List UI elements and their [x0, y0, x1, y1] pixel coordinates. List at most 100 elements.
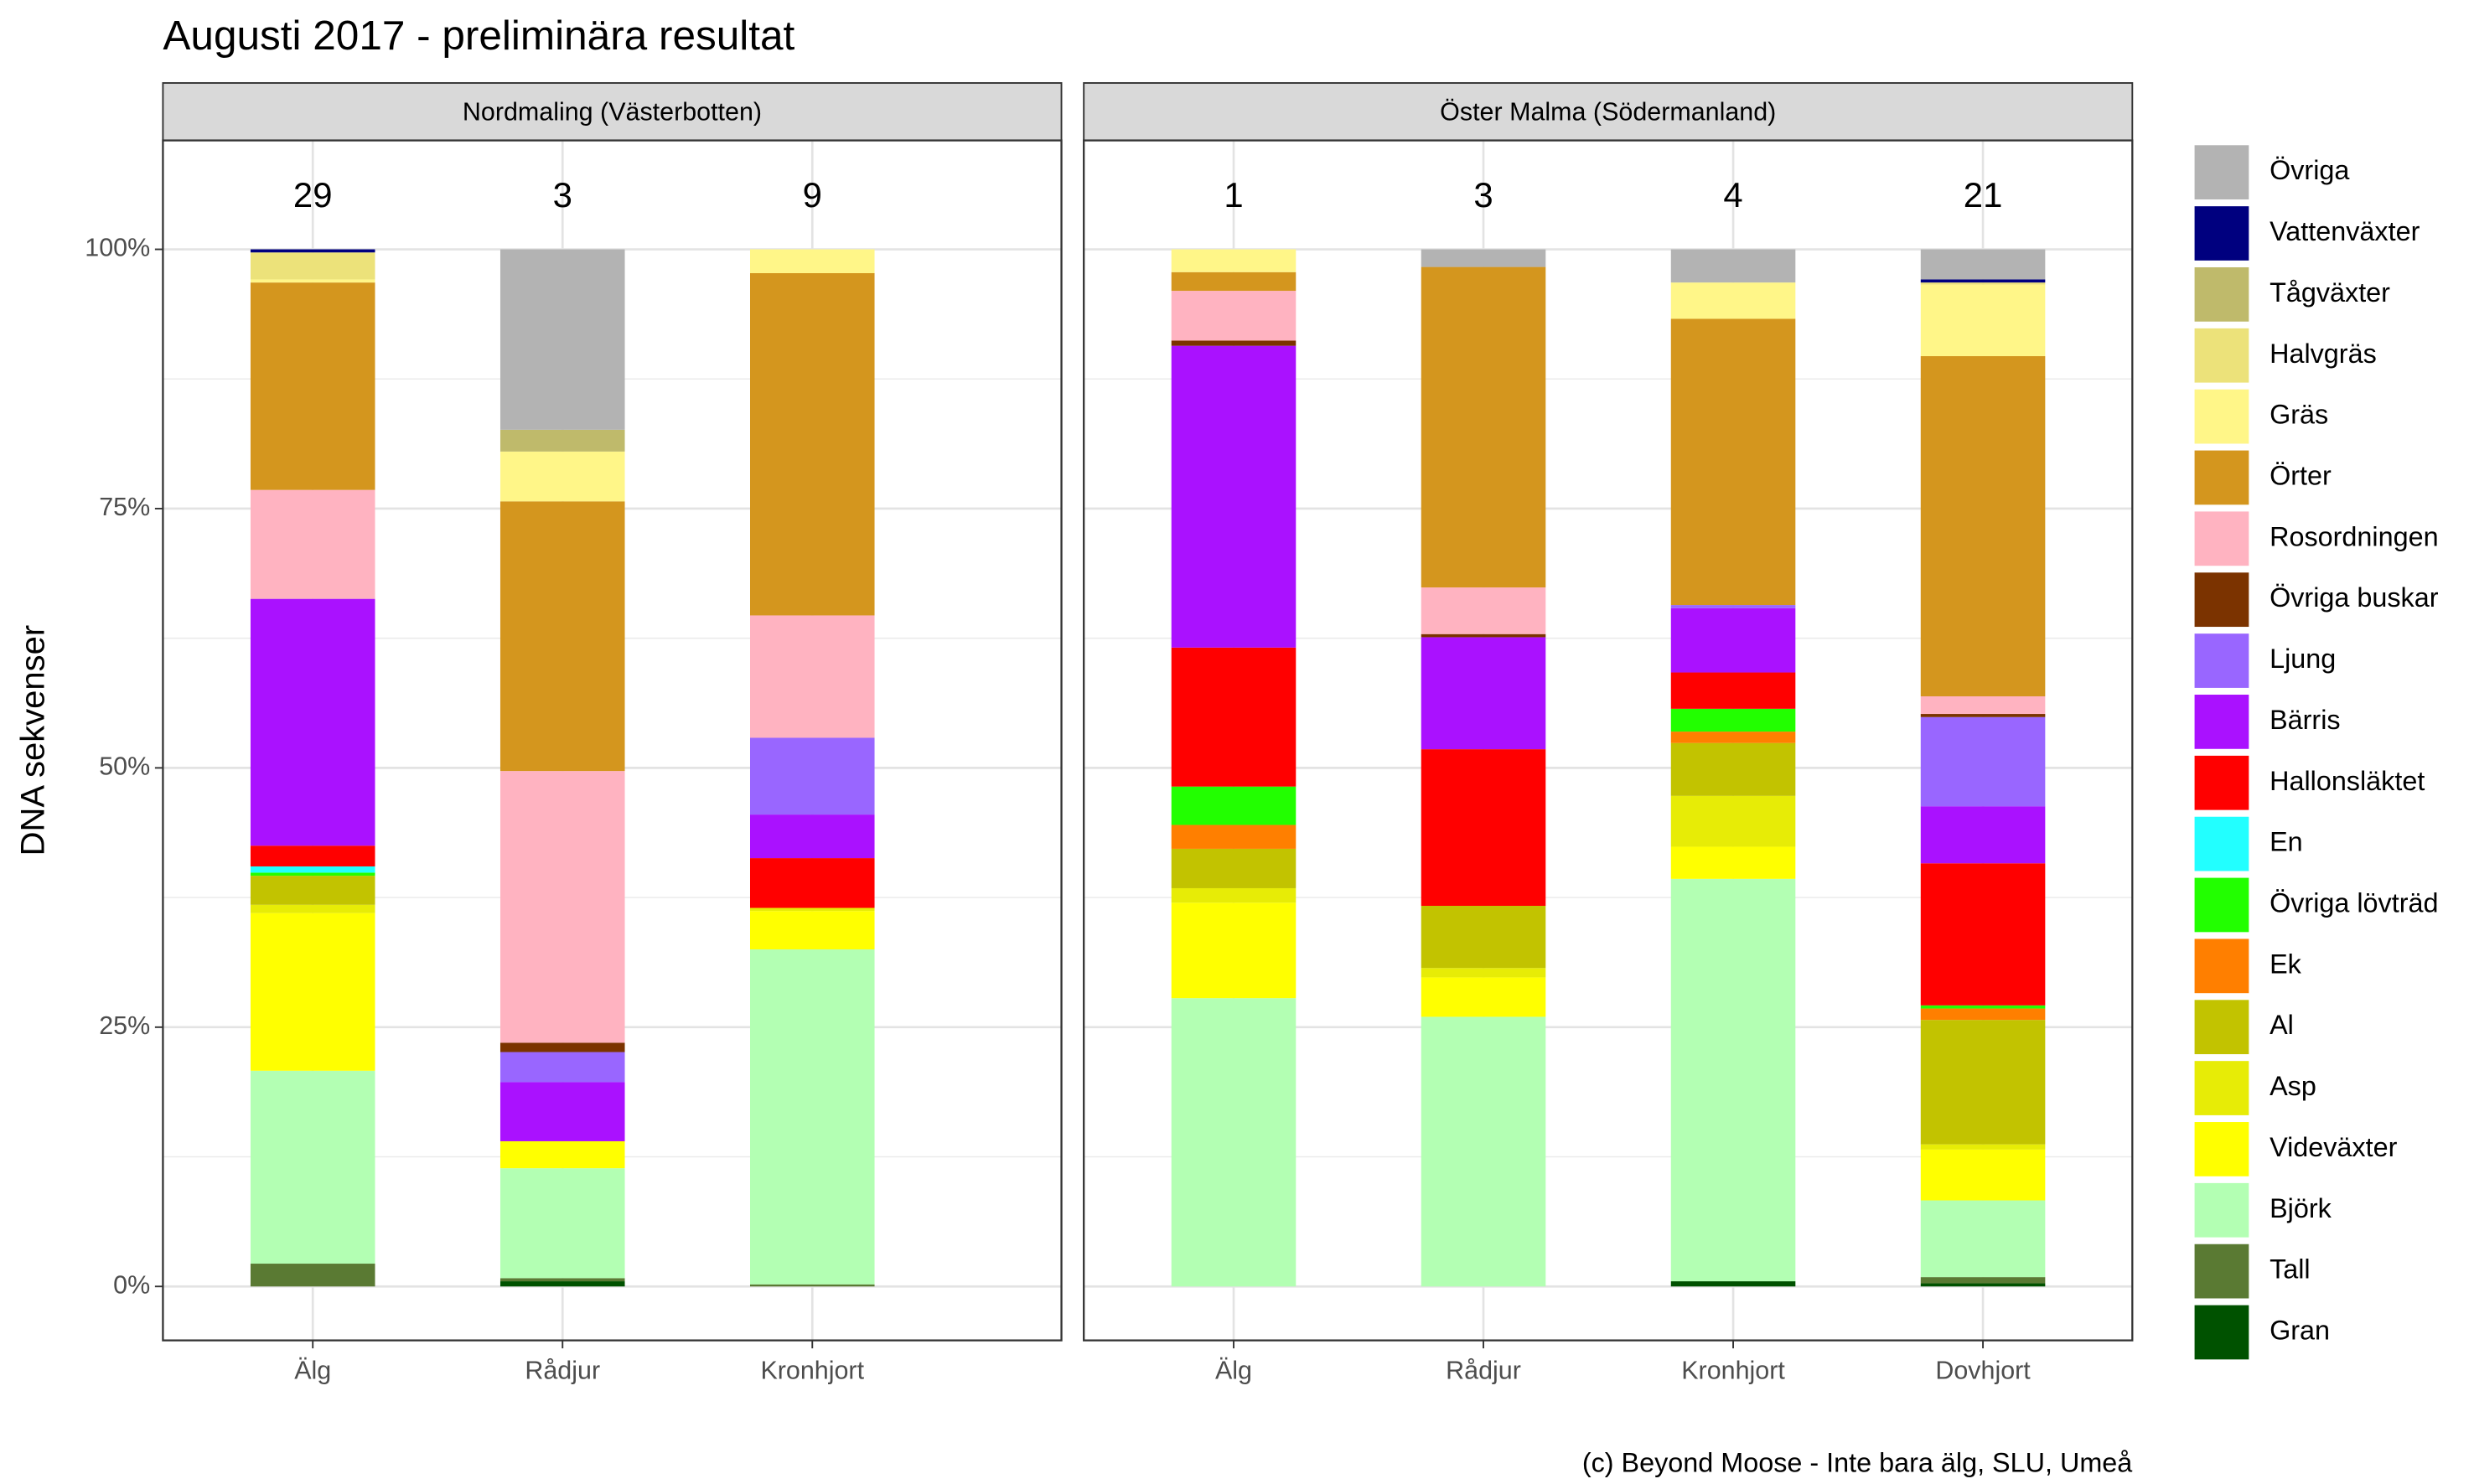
bar-segment — [749, 814, 875, 859]
legend-key — [2194, 816, 2249, 871]
caption: (c) Beyond Moose - Inte bara älg, SLU, U… — [1582, 1448, 2132, 1478]
bar-segment — [499, 1042, 625, 1052]
bar-segment — [1920, 1149, 2046, 1201]
bar-segment — [499, 1168, 625, 1279]
bar-segment — [499, 1052, 625, 1083]
bar-segment — [1171, 887, 1297, 903]
bar-segment — [250, 489, 375, 599]
bar-segment — [1920, 249, 2046, 280]
legend-label: Halvgräs — [2270, 339, 2377, 369]
bar-segment — [1920, 1283, 2046, 1287]
bar-segment — [499, 451, 625, 502]
panel-border — [1083, 139, 2134, 1342]
bar-segment — [1171, 786, 1297, 825]
legend-key — [2194, 938, 2249, 994]
bar-segment — [749, 737, 875, 815]
bar-segment — [1421, 266, 1546, 588]
bar-segment — [1920, 1020, 2046, 1145]
bar-segment — [250, 845, 375, 866]
bar-segment — [749, 907, 875, 912]
strip-label: Nordmaling (Västerbotten) — [463, 97, 762, 126]
x-tick-label: Dovhjort — [1935, 1357, 2031, 1385]
count-label: 3 — [553, 175, 572, 215]
bar-segment — [749, 249, 875, 274]
bar-segment — [1171, 848, 1297, 888]
bar-segment — [250, 866, 375, 873]
y-tick-label: 75% — [99, 493, 150, 521]
count-label: 3 — [1473, 175, 1493, 215]
bar-segment — [749, 615, 875, 738]
legend-key — [2194, 877, 2249, 933]
bar-segment — [1920, 1005, 2046, 1009]
legend-label: Bärris — [2270, 705, 2341, 735]
bar-segment — [250, 252, 375, 280]
bar-segment — [250, 904, 375, 913]
bar-segment — [1920, 695, 2046, 715]
count-label: 1 — [1224, 175, 1243, 215]
legend-label: Videväxter — [2270, 1132, 2398, 1162]
count-label: 21 — [1964, 175, 2003, 215]
bar-segment — [1670, 672, 1796, 709]
legend-key — [2194, 267, 2249, 322]
bar-segment — [1421, 1016, 1546, 1287]
count-label: 4 — [1723, 175, 1742, 215]
legend-key — [2194, 1244, 2249, 1299]
legend-key — [2194, 145, 2249, 200]
legend-key — [2194, 389, 2249, 444]
legend-label: Ek — [2270, 949, 2302, 979]
bar-segment — [1920, 716, 2046, 807]
bar-segment — [749, 858, 875, 908]
legend-key — [2194, 1305, 2249, 1360]
bar-segment — [1920, 356, 2046, 696]
bar-segment — [1421, 249, 1546, 267]
bar-segment — [749, 1284, 875, 1287]
y-tick-label: 25% — [99, 1011, 150, 1040]
y-axis-label: DNA sekvenser — [15, 625, 52, 856]
bar-segment — [250, 872, 375, 876]
legend-key — [2194, 695, 2249, 749]
strip-label: Öster Malma (Södermanland) — [1440, 97, 1776, 126]
legend-key — [2194, 633, 2249, 688]
bar-segment — [1670, 846, 1796, 879]
bar-segment — [1920, 282, 2046, 285]
bar-segment — [499, 1278, 625, 1282]
legend-key — [2194, 1182, 2249, 1238]
legend-key — [2194, 450, 2249, 505]
legend-key — [2194, 511, 2249, 566]
bar-segment — [1920, 863, 2046, 1006]
x-tick-label: Rådjur — [525, 1357, 600, 1385]
bar-segment — [1421, 977, 1546, 1017]
bar-segment — [1670, 318, 1796, 606]
bar-segment — [1670, 878, 1796, 1282]
legend-key — [2194, 1122, 2249, 1176]
bar-segment — [250, 598, 375, 846]
bar-segment — [250, 1264, 375, 1287]
bar-segment — [1171, 902, 1297, 999]
bar-segment — [499, 1082, 625, 1141]
bar-segment — [749, 273, 875, 616]
bar-segment — [1421, 637, 1546, 750]
legend-label: Asp — [2270, 1071, 2316, 1101]
bar-segment — [1920, 284, 2046, 357]
bar-segment — [1171, 345, 1297, 648]
bar-segment — [250, 282, 375, 490]
bar-segment — [1171, 647, 1297, 787]
bar-segment — [1171, 291, 1297, 341]
x-tick-label: Kronhjort — [1681, 1357, 1785, 1385]
legend-label: Gräs — [2270, 400, 2328, 430]
y-tick-label: 50% — [99, 752, 150, 780]
bar-segment — [499, 771, 625, 1043]
bar-segment — [1171, 998, 1297, 1287]
bar-segment — [499, 1140, 625, 1169]
legend-label: Björk — [2270, 1193, 2332, 1223]
count-label: 9 — [803, 175, 822, 215]
bar-segment — [1670, 795, 1796, 847]
legend-label: En — [2270, 827, 2303, 857]
bar-segment — [250, 249, 375, 253]
bar-segment — [499, 429, 625, 452]
bar-segment — [1421, 587, 1546, 634]
legend-label: Övriga lövträd — [2270, 888, 2438, 918]
bar-segment — [1920, 806, 2046, 864]
